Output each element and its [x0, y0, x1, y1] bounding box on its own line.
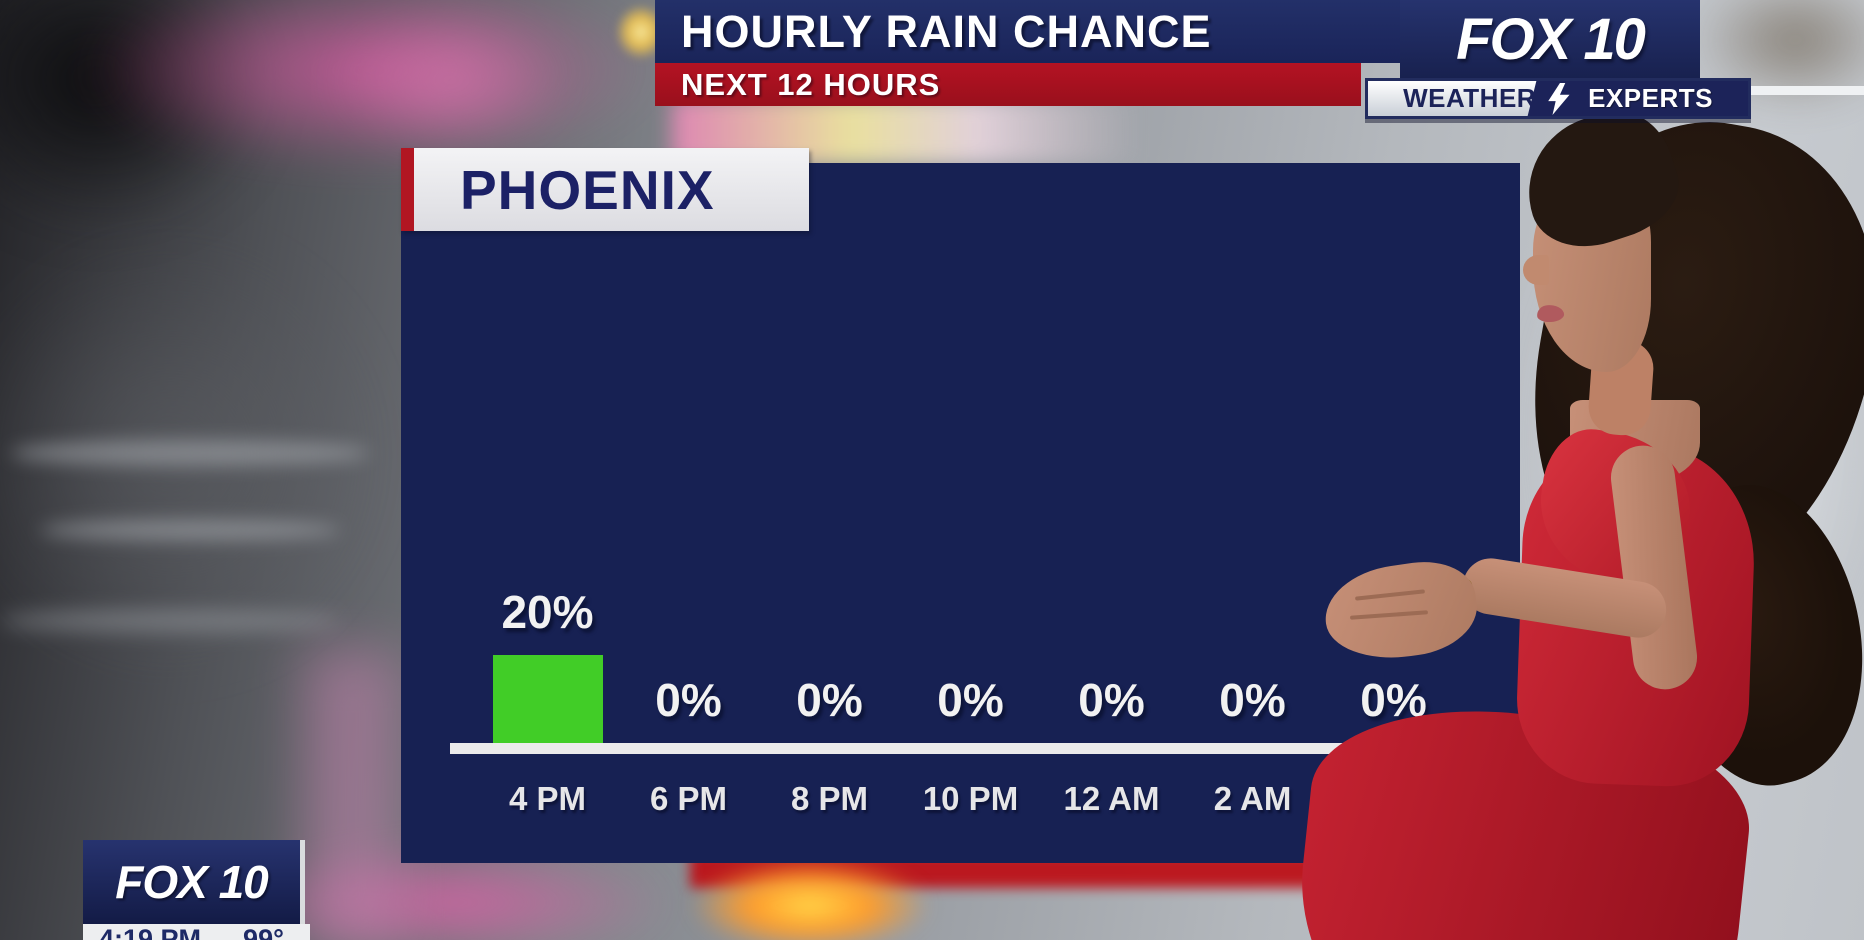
- x-axis-line: [450, 743, 1470, 754]
- chart-title: PHOENIX: [460, 158, 715, 221]
- page-title: HOURLY RAIN CHANCE: [681, 6, 1212, 57]
- background-taillight-blur: [690, 858, 930, 940]
- bar-value-label: 0%: [1219, 674, 1286, 726]
- weather-experts-banner: WEATHER EXPERTS: [1365, 78, 1751, 119]
- station-bug-logo: FOX 10: [115, 856, 269, 908]
- chart-title-plate: PHOENIX: [401, 148, 809, 231]
- bar-value-label: 20%: [501, 586, 594, 638]
- title-red-stripe: [401, 148, 414, 231]
- x-axis-tick: 4 PM: [508, 780, 587, 817]
- header-accent-line: [1750, 86, 1864, 95]
- current-temperature: 99°: [243, 924, 284, 940]
- background-pink-streak: [305, 650, 400, 940]
- bar-value-label: 0%: [655, 674, 722, 726]
- chart-column: 0%: [1182, 163, 1323, 743]
- chart-column: 0%: [1041, 163, 1182, 743]
- lightning-bolt-icon: [1526, 81, 1592, 116]
- weather-experts-right-label: EXPERTS: [1578, 81, 1748, 116]
- station-logo: FOX 10: [1456, 6, 1646, 72]
- x-axis-tick: 6 PM: [649, 780, 728, 817]
- weather-presenter: [1240, 96, 1864, 940]
- background-pink-bokeh: [330, 10, 570, 150]
- page-subtitle: NEXT 12 HOURS: [681, 67, 941, 102]
- bar-value-label: 0%: [796, 674, 863, 726]
- station-logo-box: FOX 10: [1400, 0, 1700, 78]
- chart-column: 0%: [900, 163, 1041, 743]
- chart-columns: 20% 0% 0% 0% 0% 0% 0%: [477, 163, 1464, 743]
- station-bug: FOX 10: [83, 840, 305, 924]
- x-axis-tick: 12 AM: [1063, 780, 1160, 817]
- background-dark-corner: [0, 0, 270, 230]
- presenter-hands: [1319, 554, 1483, 668]
- background-water-shadow: [0, 240, 380, 670]
- x-axis-tick: 8 PM: [790, 780, 869, 817]
- background-pink-bokeh: [80, 0, 660, 170]
- presenter-face: [1523, 255, 1549, 285]
- chart-column: 0%: [759, 163, 900, 743]
- bar-value-label: 0%: [937, 674, 1004, 726]
- background-ripple: [40, 520, 340, 540]
- background-ripple: [10, 440, 370, 466]
- bar: [492, 655, 603, 743]
- background-ripple: [0, 610, 340, 632]
- time-temp-strip: 4:19 PM 99°: [83, 924, 310, 940]
- x-axis-tick: 10 PM: [922, 780, 1019, 817]
- current-time: 4:19 PM: [99, 924, 202, 940]
- x-axis-tick: 2 AM: [1213, 780, 1292, 817]
- chart-column: 20%: [477, 163, 618, 743]
- header-subtitle-bar: NEXT 12 HOURS: [655, 63, 1361, 106]
- weather-experts-left-label: WEATHER: [1368, 81, 1541, 116]
- bar-value-label: 0%: [1078, 674, 1145, 726]
- chart-column: 0%: [618, 163, 759, 743]
- rain-chance-chart: 20% 0% 0% 0% 0% 0% 0% 4 PM 6 PM 8 PM 10 PM 12 AM 2 …: [401, 163, 1520, 863]
